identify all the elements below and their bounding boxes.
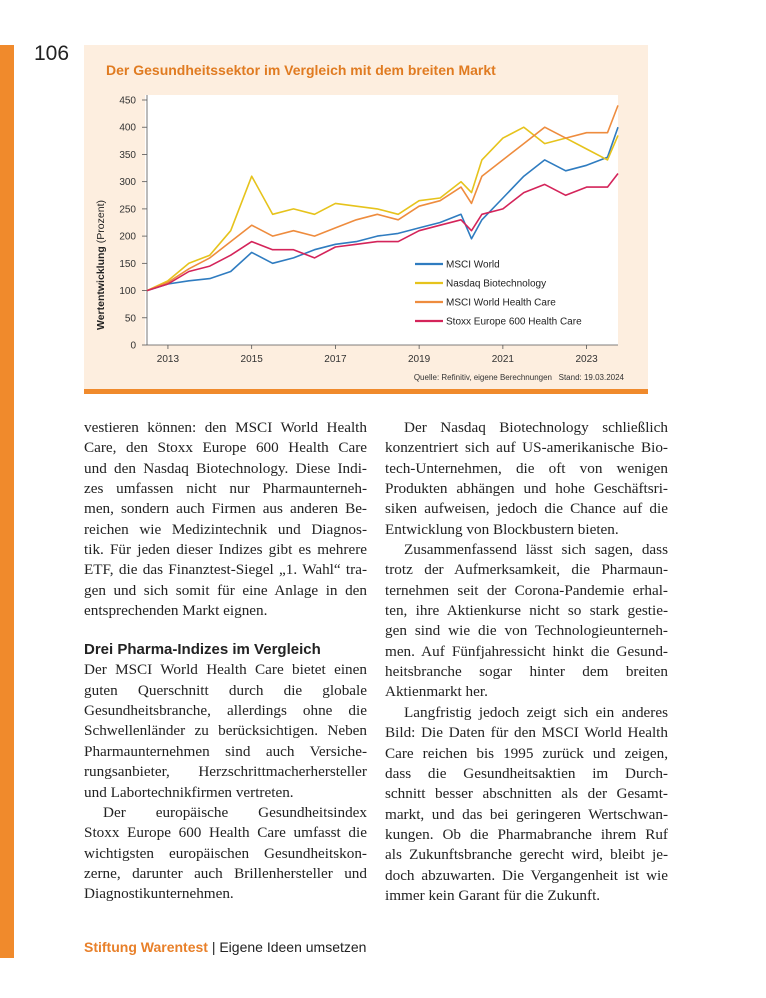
text-line: Aktienmarkt her. (385, 683, 488, 701)
y-tick-label: 450 (119, 96, 136, 107)
footer-separator: | (211, 939, 216, 955)
text-line: und Labortechnikfirmen vertreten. (84, 783, 294, 801)
text-line: ternehmen seit der Corona-Pandemie erhal… (385, 581, 668, 599)
series-line (146, 105, 619, 292)
text-line: reichen wie Medizintechnik und Diagnos- (84, 520, 367, 538)
text-line: immer kein Garant für die Zukunft. (385, 886, 601, 904)
text-line: tech-Unternehmen, die oft von wenigen (385, 459, 668, 477)
y-label-unit: (Prozent) (95, 200, 107, 243)
text-line: wichtigsten europäischen Gesundheitskon- (84, 844, 367, 862)
x-tick-label: 2019 (408, 354, 431, 365)
y-tick-label: 350 (119, 150, 136, 161)
section-heading: Drei Pharma-Indizes im Vergleich (84, 641, 321, 659)
text-line: Langfristig jedoch zeigt sich ein andere… (404, 703, 668, 721)
text-line: zes umfassen nicht nur Pharmaunterneh- (84, 480, 367, 498)
text-line: Produkten abhängen und hohe Geschäftsri- (385, 480, 668, 498)
footer: Stiftung Warentest | Eigene Ideen umsetz… (84, 939, 366, 955)
y-tick-label: 200 (119, 232, 136, 243)
text-line: doch abzuwarten. Die Vergangenheit ist w… (385, 866, 668, 884)
text-column: Der Nasdaq Biotechnology schließlich konz… (385, 418, 668, 906)
y-label: Wertentwicklung (95, 246, 107, 330)
text-line: trotz der Aufmerksamkeit, die Pharmaun- (385, 561, 668, 579)
text-line: Pharmaunternehmen sind auch Versiche- (84, 742, 367, 760)
text-line: men. Auf Fünfjahressicht hinkt die Gesun… (385, 642, 668, 660)
text-line: konzentriert sich auf US-amerikanische B… (385, 439, 668, 457)
y-tick-label: 400 (119, 123, 136, 134)
text-line: guten Querschnitt durch die globale (84, 681, 367, 699)
legend-label: MSCI World (446, 260, 500, 271)
chart: Der Gesundheitssektor im Vergleich mit d… (84, 45, 648, 394)
y-tick-label: 250 (119, 204, 136, 215)
text-line: Gesundheitsbranche, allerdings ohne die (84, 702, 367, 720)
plot-area (145, 95, 618, 345)
text-line: zerne, darunter auch Brillenhersteller u… (84, 864, 367, 882)
series-line (146, 173, 619, 292)
text-line: Der MSCI World Health Care bietet einen (84, 661, 367, 679)
legend-label: Nasdaq Biotechnology (446, 279, 546, 290)
text-line: als Zukunftsbranche gerecht wird, bleibt… (385, 846, 668, 864)
text-line: gen und sich somit für eine Anlage in de… (84, 581, 367, 599)
x-tick-label: 2021 (492, 354, 515, 365)
side-bar (0, 45, 14, 958)
legend-label: MSCI World Health Care (446, 298, 556, 309)
x-tick-label: 2017 (324, 354, 347, 365)
text-line: Der europäische Gesundheitsindex (103, 803, 367, 821)
text-line: ETF, die das Finanztest-Siegel „1. Wahl“… (84, 561, 367, 579)
y-tick-label: 150 (119, 259, 136, 270)
text-line: vestieren können: den MSCI World Health (84, 419, 367, 436)
text-line: Care, den Stoxx Europe 600 Health Care (84, 439, 367, 457)
text-line: Diagnostikunternehmen. (84, 885, 234, 903)
text-line: gen sind wie die von Technologieunterneh… (385, 622, 668, 640)
text-line: kungen. Ob die Pharmabranche ihrem Ruf (385, 825, 668, 843)
y-tick-label: 100 (119, 286, 136, 297)
text-line: Entwicklung von Blockbustern bieten. (385, 520, 619, 538)
y-tick-label: 50 (125, 313, 137, 324)
x-tick-label: 2023 (575, 354, 598, 365)
text-line: ten, ihre Aktienkurse nicht so stark ges… (385, 602, 668, 620)
x-tick-label: 2013 (157, 354, 180, 365)
footer-book: Eigene Ideen umsetzen (219, 939, 367, 955)
text-line: entsprechenden Markt eignen. (84, 602, 268, 620)
text-column: vestieren können: den MSCI World Health C… (84, 418, 367, 905)
text-line: schnitt besser abschnitten als der Gesam… (385, 785, 668, 803)
y-axis-label: Wertentwicklung (Prozent) (95, 200, 107, 330)
text-line: tik. Für jeden dieser Indizes gibt es me… (84, 541, 367, 559)
text-line: men, sondern auch Firmen aus anderen Be- (84, 500, 367, 518)
text-line: Zusammenfassend lässt sich sagen, dass (404, 541, 668, 559)
series-line (146, 126, 619, 292)
text-line: und den Nasdaq Biotechnology. Diese Indi… (84, 459, 367, 477)
text-line: heitsbranche sogar hinter dem breiten (385, 663, 668, 681)
chart-rule (84, 389, 648, 394)
y-tick-label: 0 (130, 341, 136, 352)
text-line: Der Nasdaq Biotechnology schließlich (404, 419, 668, 436)
text-line: Schwellenländer zu berücksichtigen. Nebe… (84, 722, 367, 740)
text-line: rungsanbieter, Herzschrittmacherherstell… (84, 763, 367, 781)
date-note: Stand: 19.03.2024 (559, 373, 625, 382)
text-line: Bild: Die Daten für den MSCI World Healt… (385, 724, 668, 742)
text-line: markt, und das bei geringeren Wertschwan… (385, 805, 668, 823)
page-number: 106 (34, 42, 70, 65)
text-line: siken aufweisen, jedoch die Chance auf d… (385, 500, 668, 518)
text-line: Care reichen bis 1995 zurück und zeigen, (385, 744, 668, 762)
chart-title: Der Gesundheitssektor im Vergleich mit d… (106, 62, 496, 78)
y-tick-label: 300 (119, 177, 136, 188)
text-line: Stoxx Europe 600 Health Care umfasst die (84, 824, 367, 842)
series-line (146, 126, 619, 292)
text-line: dass die Gesundheitsaktien im Durch- (385, 764, 668, 782)
x-tick-label: 2015 (241, 354, 264, 365)
source-note: Quelle: Refinitiv, eigene Berechnungen (414, 373, 552, 382)
footer-brand: Stiftung Warentest (84, 939, 208, 955)
legend-label: Stoxx Europe 600 Health Care (446, 317, 582, 328)
